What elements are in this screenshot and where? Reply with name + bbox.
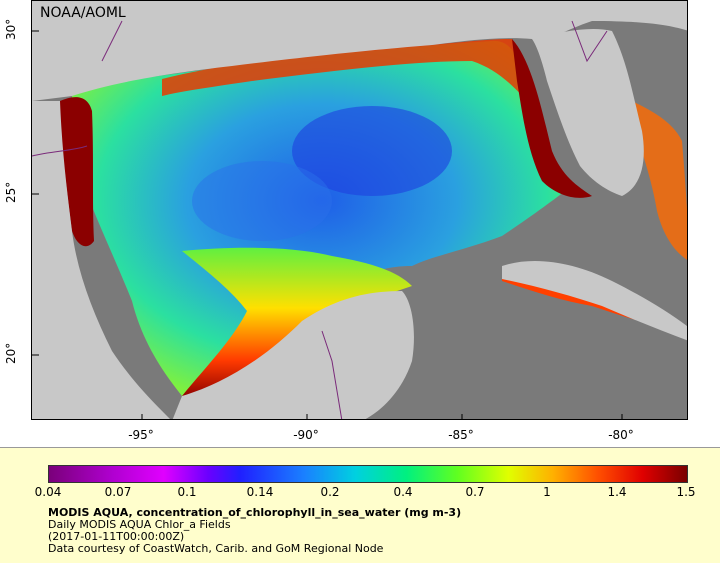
colorbar-tick: 0.7: [465, 485, 485, 499]
central-blue-area: [192, 161, 332, 241]
agency-label: NOAA/AOML: [40, 5, 126, 21]
florida-shelf-band: [512, 39, 592, 198]
colorbar-tick: 0.1: [177, 485, 197, 499]
colorbar-tick: 0.4: [393, 485, 413, 499]
x-axis-ticks: [141, 414, 623, 419]
chlorophyll-map: [32, 1, 687, 419]
colorbar-tick: 0.04: [34, 485, 62, 499]
y-tick-label: 30°: [4, 18, 18, 40]
state-border: [101, 20, 123, 62]
state-border: [571, 20, 608, 63]
x-tick-label: -85°: [448, 428, 474, 442]
cuba-land: [502, 261, 687, 341]
legend-title: MODIS AQUA, concentration_of_chlorophyll…: [48, 506, 462, 519]
colorbar-tick: 1.4: [607, 485, 627, 499]
x-tick-label: -90°: [293, 428, 319, 442]
legend-credit: Data courtesy of CoastWatch, Carib. and …: [48, 542, 384, 555]
caribbean-field: [412, 285, 687, 419]
mexico-land: [32, 101, 171, 419]
y-tick-label: 20°: [4, 342, 18, 364]
florida-land: [532, 28, 644, 196]
colorbar-tick: 0.14: [246, 485, 274, 499]
colorbar: [48, 465, 688, 483]
texas-shelf-band: [60, 97, 94, 247]
deep-blue-area: [292, 106, 452, 196]
colorbar-tick: 1: [543, 485, 551, 499]
bahamas-shelf: [632, 101, 687, 260]
country-border: [32, 145, 88, 157]
campeche-bank: [182, 247, 412, 399]
us-gulf-coast-land: [32, 1, 687, 101]
map-frame: NOAA/AOML: [31, 0, 688, 420]
legend-subtitle: Daily MODIS AQUA Chlor_a Fields: [48, 518, 231, 531]
y-axis-ticks: [32, 30, 39, 356]
north-shelf-band: [162, 39, 537, 111]
colorbar-tick: 0.2: [320, 485, 340, 499]
x-tick-label: -80°: [608, 428, 634, 442]
legend-panel: 0.04 0.07 0.1 0.14 0.2 0.4 0.7 1 1.4 1.5…: [0, 447, 720, 563]
yucatan-land: [172, 291, 414, 419]
legend-timestamp: (2017-01-11T00:00:00Z): [48, 530, 185, 543]
y-tick-label: 25°: [4, 181, 18, 203]
colorbar-tick: 0.07: [104, 485, 132, 499]
colorbar-tick: 1.5: [676, 485, 696, 499]
country-border: [321, 330, 343, 419]
x-tick-label: -95°: [128, 428, 154, 442]
